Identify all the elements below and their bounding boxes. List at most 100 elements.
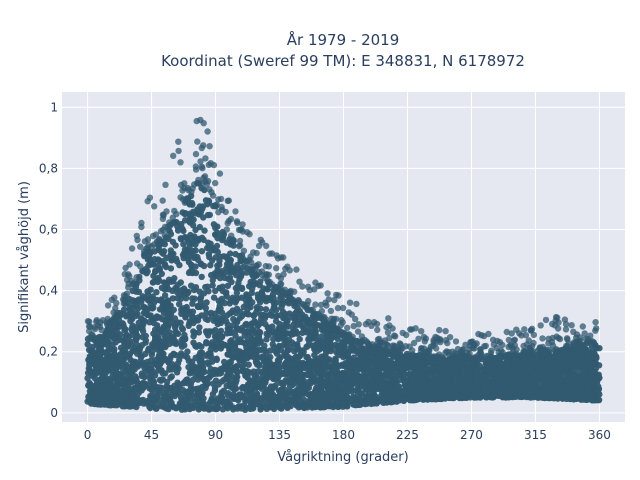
data-point bbox=[218, 390, 226, 397]
data-point bbox=[450, 394, 458, 401]
data-point bbox=[396, 363, 403, 370]
data-point bbox=[284, 369, 291, 376]
data-point bbox=[197, 373, 204, 381]
data-point bbox=[141, 381, 148, 388]
data-point bbox=[154, 362, 161, 369]
data-point bbox=[423, 365, 430, 373]
data-point bbox=[336, 362, 343, 370]
data-point bbox=[301, 316, 308, 323]
data-point bbox=[150, 378, 157, 385]
data-point bbox=[169, 295, 177, 302]
data-point bbox=[451, 379, 458, 386]
data-point bbox=[180, 241, 187, 248]
data-point bbox=[275, 402, 282, 410]
data-point bbox=[261, 342, 268, 349]
data-point bbox=[243, 320, 250, 328]
data-point bbox=[257, 320, 264, 327]
data-point bbox=[213, 340, 221, 347]
data-point bbox=[319, 394, 326, 402]
data-point bbox=[135, 288, 143, 296]
data-point bbox=[91, 400, 99, 408]
data-point bbox=[159, 316, 166, 323]
data-point bbox=[200, 214, 207, 221]
data-point bbox=[256, 329, 264, 336]
data-point bbox=[275, 358, 283, 365]
data-point bbox=[547, 358, 554, 365]
data-point bbox=[249, 347, 257, 354]
data-point bbox=[200, 395, 207, 402]
data-point bbox=[105, 384, 113, 392]
data-point bbox=[328, 373, 335, 381]
data-point bbox=[218, 236, 226, 244]
data-point bbox=[142, 350, 149, 358]
data-point bbox=[154, 278, 162, 286]
data-point bbox=[187, 368, 194, 376]
data-point bbox=[289, 367, 297, 374]
data-point bbox=[158, 297, 165, 305]
data-point bbox=[285, 354, 292, 361]
data-point bbox=[334, 399, 341, 406]
data-point bbox=[193, 385, 200, 393]
data-point bbox=[89, 343, 96, 351]
data-point bbox=[272, 394, 279, 401]
data-point bbox=[456, 394, 463, 402]
data-point bbox=[162, 329, 169, 336]
data-point bbox=[196, 324, 203, 331]
data-point bbox=[236, 338, 243, 346]
data-point bbox=[331, 381, 338, 388]
data-point bbox=[400, 396, 407, 403]
data-point bbox=[277, 295, 284, 302]
data-point bbox=[200, 290, 208, 297]
data-point bbox=[129, 347, 136, 355]
data-point bbox=[224, 405, 231, 412]
data-point bbox=[262, 370, 269, 378]
data-point bbox=[205, 239, 212, 246]
data-point bbox=[207, 262, 214, 269]
data-point bbox=[242, 310, 249, 317]
data-point bbox=[104, 326, 112, 334]
scatter-points bbox=[84, 116, 603, 413]
data-point bbox=[180, 285, 188, 292]
data-point bbox=[273, 373, 280, 381]
data-point bbox=[203, 340, 210, 347]
data-point bbox=[340, 370, 347, 377]
data-point bbox=[246, 295, 253, 302]
data-point bbox=[580, 352, 587, 359]
data-point bbox=[207, 353, 215, 360]
data-point bbox=[237, 391, 245, 398]
data-point bbox=[406, 370, 413, 378]
data-point bbox=[257, 406, 264, 413]
data-point bbox=[215, 297, 222, 304]
data-point bbox=[238, 402, 246, 410]
data-point bbox=[314, 361, 322, 368]
data-point bbox=[171, 275, 178, 282]
data-point bbox=[199, 383, 206, 391]
data-point bbox=[222, 318, 230, 325]
data-point bbox=[272, 299, 280, 306]
data-point bbox=[84, 341, 91, 348]
data-point bbox=[170, 350, 177, 358]
data-point bbox=[149, 348, 156, 355]
data-point bbox=[221, 274, 228, 281]
data-point bbox=[225, 367, 232, 374]
data-point bbox=[294, 304, 301, 312]
data-point bbox=[515, 357, 522, 364]
data-point bbox=[204, 375, 211, 382]
data-point bbox=[90, 370, 97, 377]
data-point bbox=[139, 325, 146, 332]
data-point bbox=[263, 285, 271, 292]
data-point bbox=[190, 216, 197, 223]
data-point bbox=[269, 290, 277, 298]
data-point bbox=[158, 348, 165, 355]
data-point bbox=[421, 392, 429, 399]
data-point bbox=[223, 268, 231, 275]
data-point bbox=[512, 371, 520, 378]
data-point bbox=[445, 368, 453, 375]
data-point bbox=[138, 315, 145, 322]
data-point bbox=[212, 224, 219, 232]
data-point bbox=[142, 266, 149, 273]
data-point bbox=[177, 236, 185, 243]
data-point bbox=[368, 400, 375, 408]
data-point bbox=[142, 337, 149, 344]
data-point bbox=[188, 403, 195, 410]
